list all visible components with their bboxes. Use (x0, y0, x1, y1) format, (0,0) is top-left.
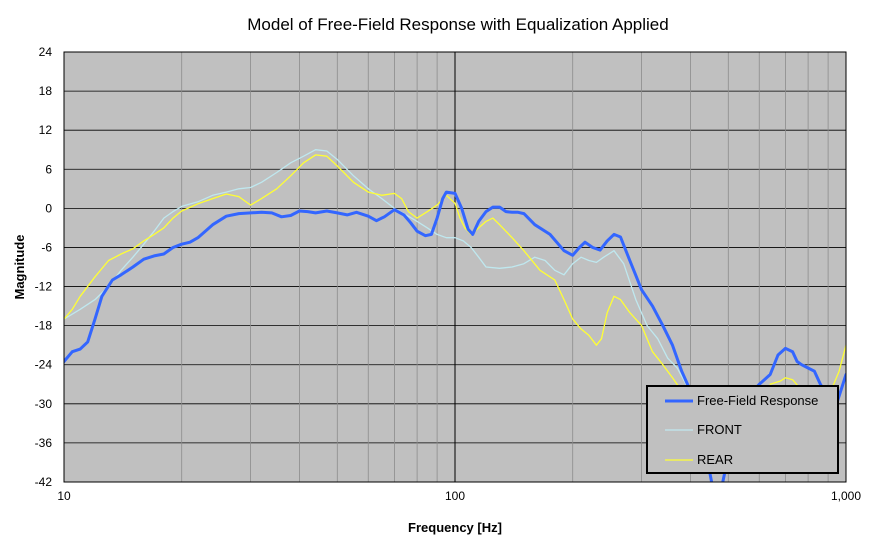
legend-label-front: FRONT (697, 422, 742, 437)
y-tick-label: 24 (39, 45, 53, 59)
y-tick-label: -18 (35, 319, 53, 333)
y-tick-label: 0 (45, 201, 52, 215)
y-tick-label: 12 (39, 123, 53, 137)
x-tick-label: 10 (57, 489, 71, 503)
y-tick-label: -36 (35, 436, 53, 450)
x-tick-label: 1,000 (831, 489, 861, 503)
y-tick-label: -24 (35, 358, 53, 372)
x-axis-title: Frequency [Hz] (408, 520, 502, 535)
series-line-rear (64, 154, 704, 411)
y-axis-ticks: 24 18 12 6 0 -6 -12 -18 -24 -30 -36 -42 (35, 45, 53, 489)
legend-label-free-field: Free-Field Response (697, 393, 818, 408)
x-axis-ticks: 10 100 1,000 (57, 489, 861, 503)
y-tick-label: -6 (41, 240, 52, 254)
y-tick-label: 18 (39, 84, 53, 98)
y-tick-label: -42 (35, 475, 53, 489)
plot-border (63, 51, 847, 483)
chart-title: Model of Free-Field Response with Equali… (247, 15, 668, 34)
x-tick-label: 100 (445, 489, 465, 503)
legend-label-rear: REAR (697, 452, 733, 467)
y-tick-label: -12 (35, 280, 53, 294)
y-tick-label: 6 (45, 162, 52, 176)
series-line-front (64, 149, 704, 411)
legend: Free-Field Response FRONT REAR (646, 385, 839, 474)
y-tick-label: -30 (35, 397, 53, 411)
y-axis-title: Magnitude (12, 235, 27, 300)
